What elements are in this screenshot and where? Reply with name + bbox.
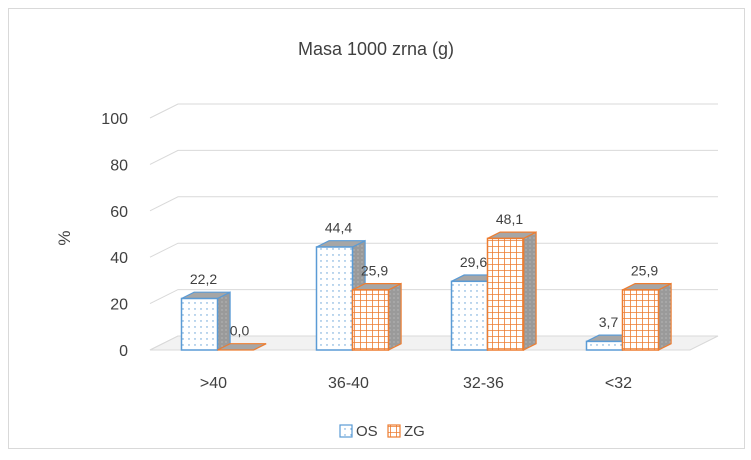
bar-top [217,343,267,351]
data-label-os: 44,4 [325,220,352,236]
data-label-os: 29,6 [460,254,487,270]
gridline [149,196,718,212]
legend-item-os: OS [339,423,378,440]
chart-frame [8,8,745,449]
data-label-zg: 48,1 [496,211,523,227]
gridline [149,242,718,258]
x-axis-ticks: >40 36-40 32-36 <32 [200,375,632,392]
y-tick-label: 80 [110,157,128,174]
bar-front [180,297,219,351]
y-tick-label: 40 [110,250,128,267]
bar-side [216,291,231,351]
bar-os-0 [180,291,231,351]
legend: OS ZG [339,423,425,440]
y-tick-label: 100 [101,111,128,128]
chart-title: Masa 1000 zrna (g) [298,39,454,59]
legend-swatch [387,424,401,438]
bar-front [351,289,390,351]
bar-front [315,246,354,351]
legend-label: OS [356,423,378,440]
y-axis-label: % [55,230,74,245]
bar-side [522,231,537,351]
bar-side [657,282,672,351]
data-label-zg: 0,0 [230,323,250,339]
y-tick-label: 20 [110,297,128,314]
bars [180,231,672,351]
legend-swatch [339,424,353,438]
x-tick-label: 32-36 [463,375,504,392]
data-label-os: 22,2 [190,271,217,287]
bar-zg-3 [621,282,672,351]
gridline [149,289,718,305]
y-tick-label: 0 [119,343,128,360]
data-label-zg: 25,9 [361,263,388,279]
x-tick-label: <32 [605,375,632,392]
data-labels: 22,2 0,0 44,4 25,9 29,6 48,1 3,7 25,9 [190,211,658,339]
bar-front [486,237,525,351]
x-tick-label: >40 [200,375,227,392]
gridline [149,149,718,165]
data-label-os: 3,7 [599,314,619,330]
bar-front [585,340,624,351]
x-tick-label: 36-40 [328,375,369,392]
bar-front [450,280,489,351]
gridline [149,103,718,119]
bar-side [387,282,402,351]
bar-zg-0 [217,343,267,351]
data-label-zg: 25,9 [631,263,658,279]
y-axis-ticks: 0 20 40 60 80 100 [101,111,128,360]
legend-item-zg: ZG [387,423,425,440]
bar-zg-1 [351,282,402,351]
bar-front [621,289,660,351]
y-tick-label: 60 [110,204,128,221]
bar-zg-2 [486,231,537,351]
legend-label: ZG [404,423,425,440]
